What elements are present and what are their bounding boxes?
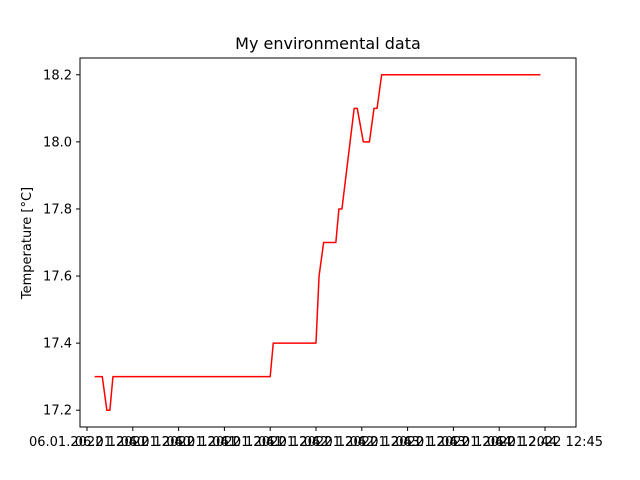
y-tick-label: 18.2	[43, 68, 72, 83]
y-tick-label: 17.4	[43, 337, 72, 352]
plot-area	[79, 57, 577, 428]
x-tick-label: 06.01.2022 12:43	[304, 435, 420, 450]
x-tick-label: 06.01.2022 12:45	[487, 435, 603, 450]
y-tick-label: 17.8	[43, 202, 72, 217]
x-tick-label: 06.01.2022 12:42	[258, 435, 374, 450]
x-tick-label: 06.01.2022 12:44	[441, 435, 557, 450]
chart-title: My environmental data	[235, 34, 421, 53]
series-line-0	[94, 74, 541, 411]
axes-frame	[79, 57, 577, 428]
x-tick-label: 06.01.2022 12:40	[75, 435, 191, 450]
x-tick-label: 06.01.2022 12:41	[121, 435, 237, 450]
y-tick-label: 18.0	[43, 135, 72, 150]
x-tick-label: 06.01.2022 12:42	[212, 435, 328, 450]
y-tick-label: 17.2	[43, 404, 72, 419]
x-tick-label: 06.01.2022 12:41	[166, 435, 282, 450]
y-axis-label: Temperature [°C]	[20, 187, 35, 300]
y-tick-label: 17.6	[43, 270, 72, 285]
y-axis-ticks: 17.2 17.4 17.6 17.8 18.0 18.2	[43, 68, 80, 419]
x-tick-label: 06.01.2022 12:43	[350, 435, 466, 450]
x-tick-label: 06.01.2022 12:40	[29, 435, 145, 450]
x-tick-label: 06.01.2022 12:44	[395, 435, 511, 450]
